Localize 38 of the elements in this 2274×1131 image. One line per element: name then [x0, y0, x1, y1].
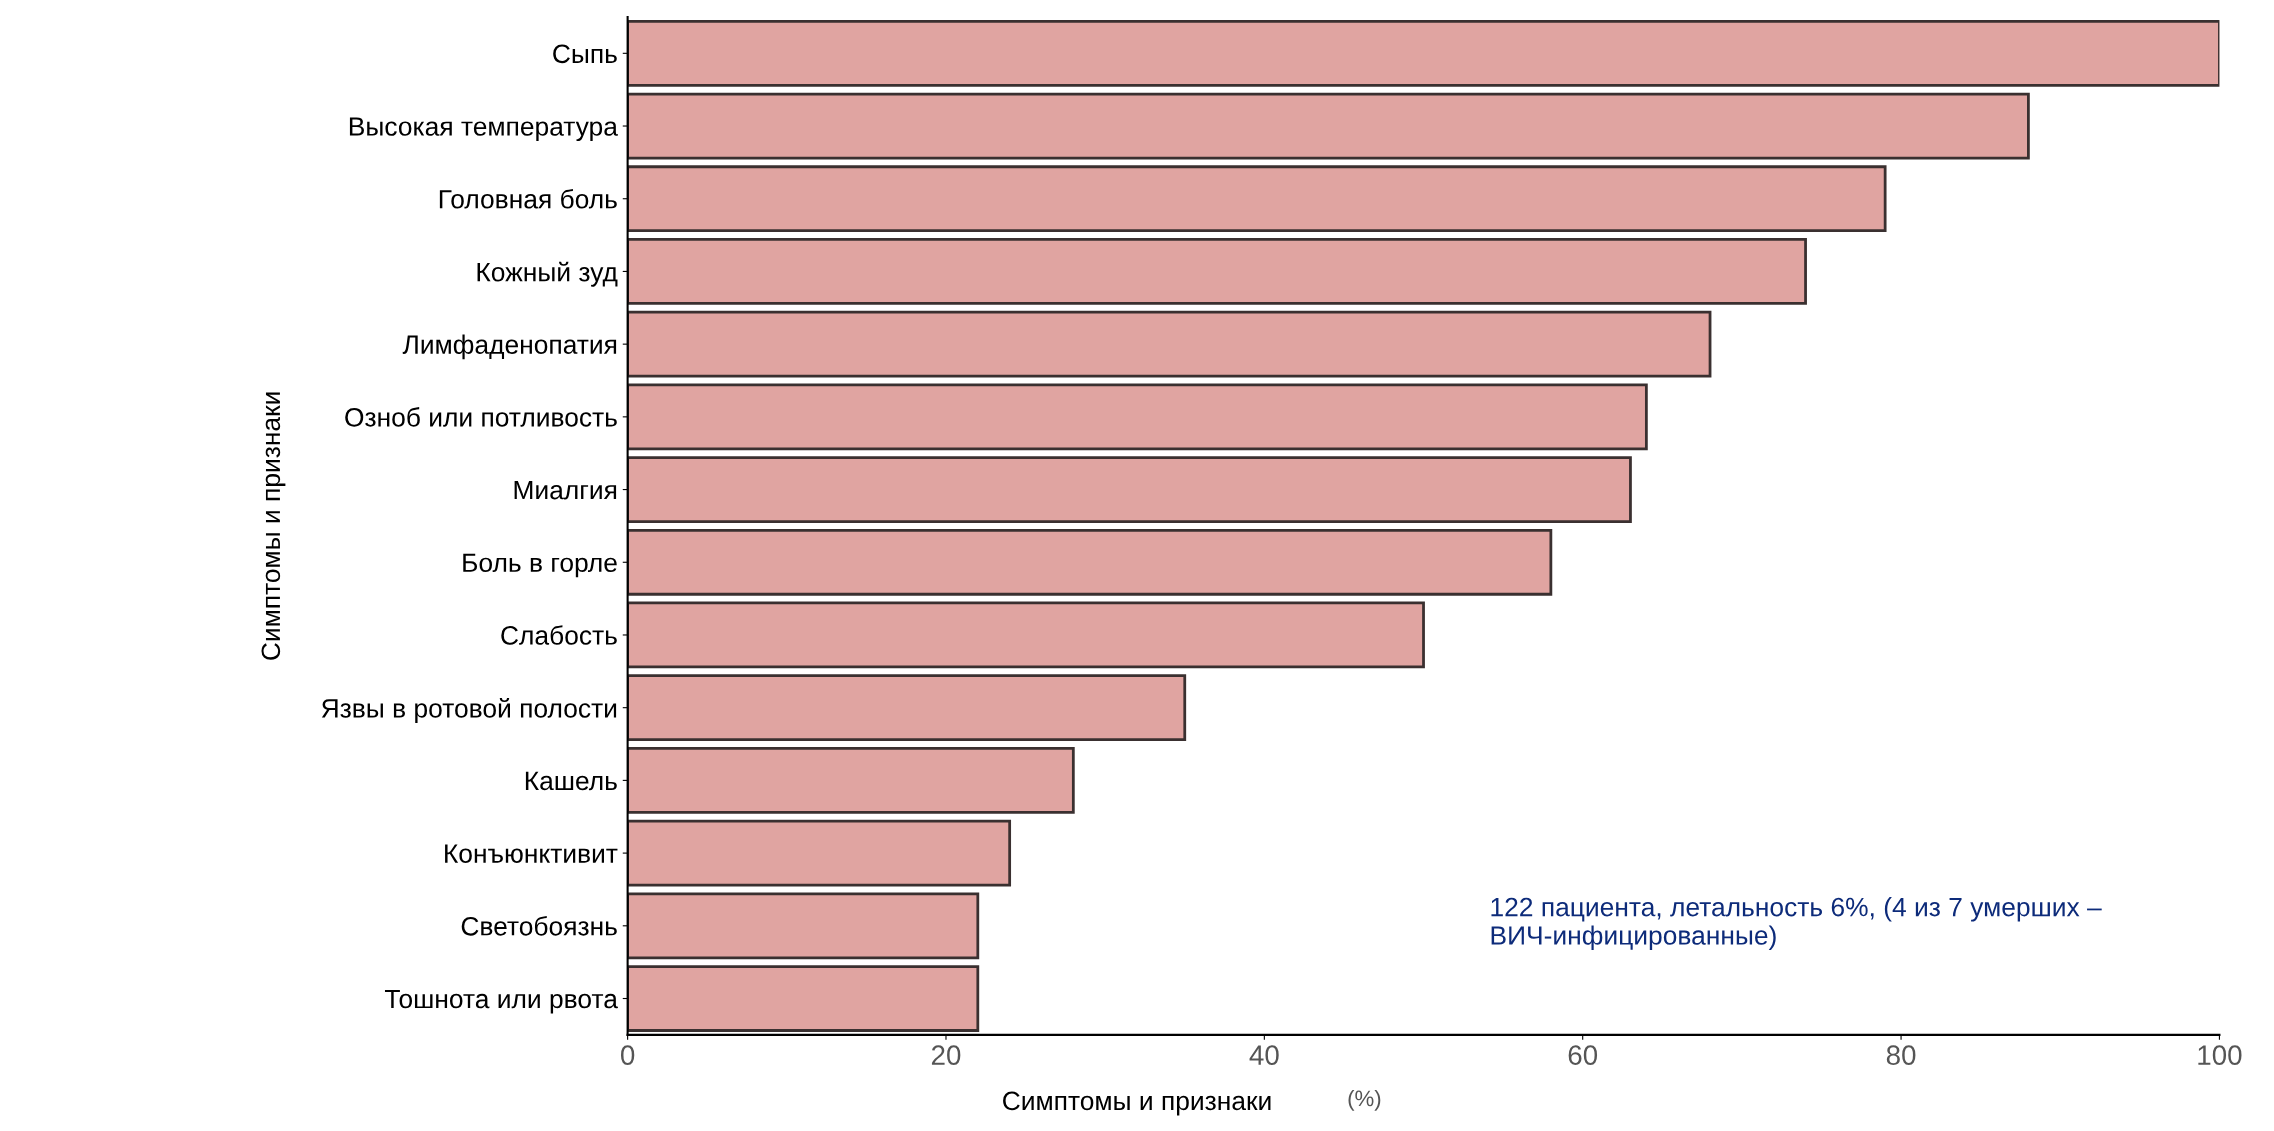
bar: [627, 674, 1187, 742]
x-tick-label: 60: [1568, 1045, 1598, 1065]
bar: [627, 19, 2220, 87]
bar: [627, 965, 980, 1032]
bar: [627, 238, 1807, 305]
annotation: 122 пациента, летальность 6%, (4 из 7 умерших – ВИЧ-инфицированные): [1491, 897, 2102, 951]
y-tick-label: Слабость: [501, 625, 617, 645]
y-tick-label: Высокая температура: [349, 117, 618, 142]
bar: [627, 819, 1012, 887]
text: (%): [1348, 1089, 1381, 1111]
x-tick-label: 0: [620, 1045, 635, 1065]
y-tick-label: Конъюнктивит: [445, 844, 618, 863]
bar: [627, 892, 980, 960]
x-tick-label: 20: [931, 1045, 961, 1065]
y-tick-label: Миалгия: [514, 480, 617, 500]
y-tick-label: Сыпь: [553, 44, 617, 64]
bar: [627, 165, 1887, 233]
bar: [627, 92, 2030, 160]
x-axis-title: Симптомы и признаки: [1003, 1091, 1271, 1116]
y-tick-label: Боль в горле: [463, 553, 617, 578]
bar: [627, 528, 1553, 596]
y-tick-label: Головная боль: [439, 188, 617, 209]
y-tick-label: Светобоязнь: [461, 916, 617, 936]
x-tick-label: 80: [1886, 1045, 1916, 1065]
y-tick-label: Лимфаденопатия: [402, 334, 617, 360]
x-tick-label: 40: [1249, 1045, 1279, 1065]
bar: [627, 383, 1648, 451]
y-tick-label: Кожный зуд: [477, 261, 618, 287]
y-axis-title: Симптомы и признаки: [261, 392, 286, 660]
y-tick-label: Озноб или потливость: [345, 407, 617, 427]
y-tick-label: Кашель: [525, 771, 617, 791]
bar: [627, 310, 1712, 378]
y-tick-label: Тошнота или рвота: [384, 989, 618, 1014]
bar: [627, 747, 1075, 814]
x-tick-label: 100: [2198, 1045, 2242, 1065]
bar: [627, 601, 1425, 669]
y-tick-label: Язвы в ротовой полости: [321, 697, 617, 723]
bar: [627, 456, 1632, 523]
